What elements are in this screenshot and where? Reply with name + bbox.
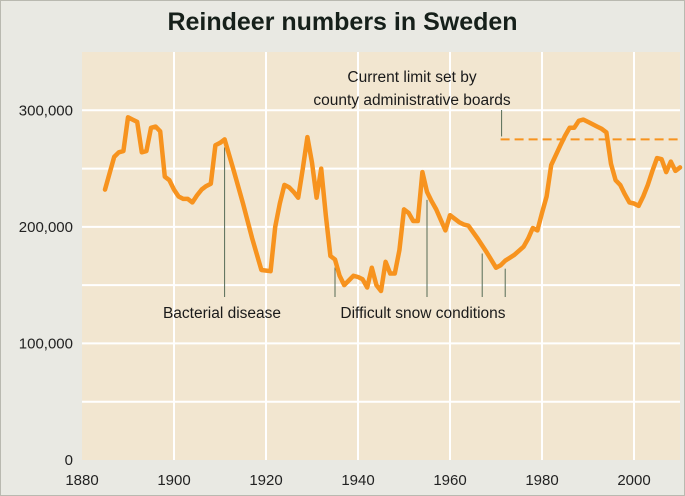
annotation-difficult-snow: Difficult snow conditions bbox=[340, 305, 505, 322]
plot-background bbox=[82, 52, 680, 460]
y-tick-label: 100,000 bbox=[19, 335, 73, 352]
reindeer-series-line bbox=[102, 115, 683, 294]
limit-label-line-1: Current limit set by bbox=[347, 69, 476, 86]
y-tick-label: 300,000 bbox=[19, 102, 73, 119]
x-tick-label: 2000 bbox=[617, 472, 650, 489]
limit-label-line-2: county administrative boards bbox=[313, 92, 511, 109]
x-tick-label: 1920 bbox=[249, 472, 282, 489]
annotation-leaders bbox=[224, 147, 506, 297]
x-tick-label: 1940 bbox=[341, 472, 374, 489]
x-tick-label: 1880 bbox=[65, 472, 98, 489]
y-tick-label: 0 bbox=[65, 452, 73, 469]
y-tick-label: 200,000 bbox=[19, 219, 73, 236]
x-tick-label: 1980 bbox=[525, 472, 558, 489]
gridlines bbox=[82, 52, 680, 460]
chart-title: Reindeer numbers in Sweden bbox=[167, 8, 518, 36]
annotation-bacterial-disease: Bacterial disease bbox=[163, 305, 281, 322]
x-tick-label: 1900 bbox=[157, 472, 190, 489]
x-tick-label: 1960 bbox=[433, 472, 466, 489]
axis-tick-labels: 1880 1900 1920 1940 1960 1980 2000 0 100,000 200,… bbox=[19, 102, 651, 489]
